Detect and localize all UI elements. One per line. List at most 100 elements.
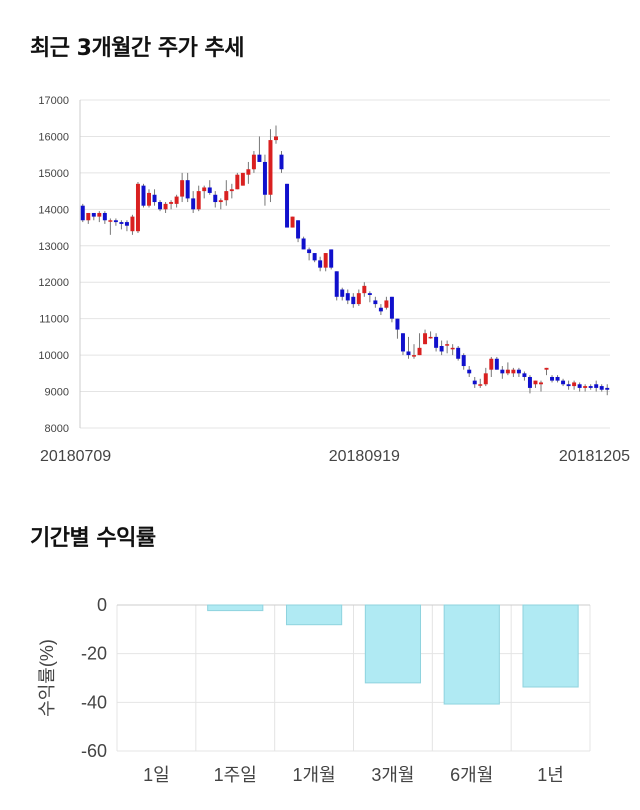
candle	[262, 161, 267, 195]
candle	[356, 293, 361, 305]
candle	[594, 384, 599, 388]
candle	[257, 154, 262, 162]
candle	[544, 367, 549, 370]
candle	[577, 384, 582, 388]
candle	[268, 140, 273, 195]
candle	[218, 200, 223, 203]
candle	[296, 220, 301, 239]
price-x-tick: 20180709	[40, 448, 111, 465]
candle	[400, 333, 405, 352]
returns-x-tick: 3개월	[371, 765, 414, 785]
candle	[406, 351, 411, 356]
returns-x-tick: 6개월	[450, 765, 493, 785]
candle	[450, 347, 455, 350]
candle	[141, 185, 146, 206]
candle	[494, 358, 499, 370]
candle	[439, 346, 444, 352]
candle	[251, 154, 256, 170]
candle	[285, 183, 290, 228]
candle	[163, 203, 168, 210]
candle	[456, 347, 461, 359]
candle	[279, 154, 284, 170]
candle	[378, 307, 383, 312]
candle	[461, 355, 466, 367]
candle	[191, 198, 196, 210]
candle	[202, 187, 207, 192]
price-y-tick: 17000	[38, 95, 69, 107]
returns-x-tick: 1주일	[214, 765, 257, 785]
candle	[362, 285, 367, 294]
returns-y-label: 수익률(%)	[37, 639, 57, 717]
candle	[599, 386, 604, 390]
return-bar	[207, 604, 264, 612]
candle	[91, 212, 96, 217]
candle	[555, 376, 560, 381]
candle	[539, 382, 543, 385]
price-y-tick: 8000	[45, 423, 69, 435]
candle	[207, 187, 212, 193]
candle	[240, 172, 245, 186]
candle	[367, 293, 372, 295]
candle	[417, 347, 422, 356]
candle	[235, 174, 240, 190]
candle	[395, 318, 400, 330]
candle	[605, 387, 610, 390]
candle	[147, 192, 151, 206]
candle	[478, 384, 483, 386]
candle	[572, 382, 577, 387]
returns-y-tick: -60	[81, 741, 107, 761]
price-chart-title: 최근 3개월간 주가 추세	[30, 36, 244, 61]
candle	[229, 189, 234, 192]
price-y-tick: 11000	[39, 314, 69, 326]
candle	[533, 380, 538, 385]
candle	[500, 369, 505, 374]
returns-y-tick: 0	[97, 595, 107, 615]
candle	[384, 300, 389, 308]
candle	[428, 336, 433, 339]
price-y-tick: 14000	[38, 204, 69, 216]
candle	[312, 253, 317, 261]
candle	[135, 183, 140, 232]
candle	[329, 249, 334, 268]
candle	[434, 336, 439, 348]
candle	[124, 222, 129, 226]
candle	[550, 376, 555, 381]
returns-x-tick: 1년	[537, 765, 564, 785]
price-y-tick: 15000	[38, 168, 69, 180]
price-y-tick: 16000	[38, 131, 69, 143]
candle	[561, 380, 566, 385]
candle	[246, 169, 251, 175]
candle	[307, 249, 312, 254]
candle	[340, 289, 345, 297]
candle	[290, 216, 295, 228]
candle	[108, 220, 113, 222]
candle	[169, 202, 174, 204]
candle	[130, 216, 135, 232]
candle	[351, 296, 356, 305]
candle	[318, 260, 323, 268]
candle	[158, 202, 163, 210]
candle	[472, 380, 477, 385]
price-x-tick: 20181205	[559, 448, 630, 465]
price-trend-chart: 17000 16000 15000 14000 13000 12000 11000 10000…	[38, 95, 630, 465]
return-bar	[522, 604, 579, 688]
candle	[522, 373, 527, 377]
returns-x-tick: 1일	[143, 765, 170, 785]
returns-chart-title: 기간별 수익률	[30, 526, 156, 551]
candle	[185, 180, 190, 199]
returns-y-tick: -40	[81, 692, 107, 712]
price-y-tick: 12000	[38, 277, 69, 289]
candle	[224, 191, 229, 201]
candle	[119, 222, 124, 224]
candle	[489, 358, 494, 370]
candle	[505, 369, 510, 374]
price-y-tick: 10000	[38, 350, 69, 362]
price-y-tick: 9000	[45, 387, 69, 399]
candle	[423, 333, 428, 345]
candle	[445, 344, 450, 346]
return-bar	[443, 604, 500, 705]
candle	[323, 253, 328, 268]
candle	[86, 212, 91, 221]
candle	[274, 136, 278, 141]
candle	[97, 212, 102, 217]
